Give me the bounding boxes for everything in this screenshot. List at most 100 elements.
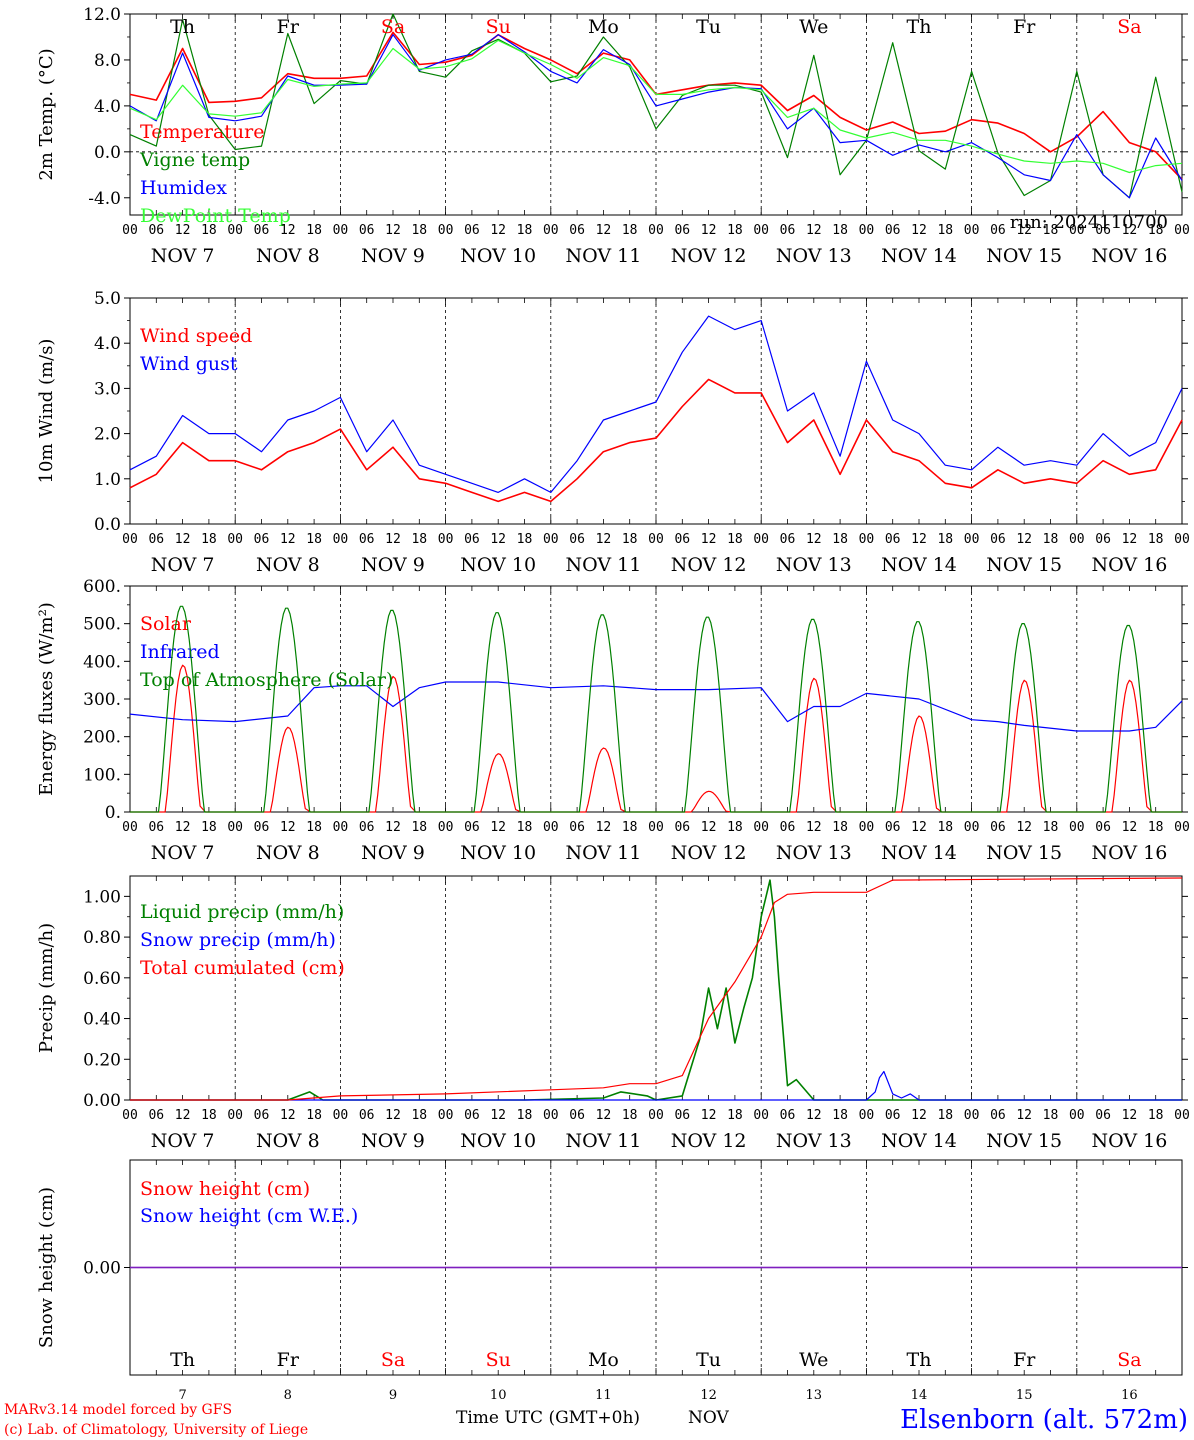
day-number-label: 12: [700, 1388, 717, 1403]
hour-label: 00: [648, 1108, 664, 1123]
hour-label: 00: [438, 532, 454, 547]
hour-label: 06: [780, 820, 796, 835]
hour-label: 18: [1043, 1108, 1059, 1123]
hour-label: 12: [806, 532, 822, 547]
hour-label: 06: [569, 532, 585, 547]
hour-label: 00: [859, 820, 875, 835]
date-label: NOV 8: [256, 842, 320, 864]
hour-label: 18: [306, 532, 322, 547]
hour-label: 00: [1069, 820, 1085, 835]
hour-label: 18: [832, 1108, 848, 1123]
date-label: NOV 7: [151, 842, 215, 864]
date-label: NOV 11: [565, 1130, 641, 1152]
hour-label: 12: [1016, 532, 1032, 547]
date-label: NOV 15: [986, 554, 1062, 576]
y-tick-label: 8.0: [94, 51, 121, 71]
hour-label: 12: [280, 820, 296, 835]
hour-label: 00: [122, 532, 138, 547]
weekday-label: Th: [170, 1349, 195, 1371]
day-number-label: 9: [389, 1388, 397, 1403]
hour-label: 12: [490, 223, 506, 238]
hour-label: 18: [937, 223, 953, 238]
y-tick-label: 0.80: [83, 928, 121, 948]
hour-label: 00: [122, 1108, 138, 1123]
hour-label: 00: [859, 1108, 875, 1123]
hour-label: 18: [1148, 223, 1164, 238]
hour-label: 18: [1148, 820, 1164, 835]
legend-entry: Wind speed: [140, 325, 252, 347]
hour-label: 06: [148, 532, 164, 547]
hour-label: 00: [859, 223, 875, 238]
legend-entry: Solar: [140, 613, 192, 635]
hour-label: 18: [937, 1108, 953, 1123]
day-number-label: 10: [490, 1388, 507, 1403]
hour-label: 12: [596, 223, 612, 238]
hour-label: 06: [359, 223, 375, 238]
hour-label: 00: [438, 223, 454, 238]
hour-label: 06: [569, 820, 585, 835]
y-tick-label: 0.0: [94, 143, 121, 163]
hour-label: 06: [569, 1108, 585, 1123]
date-label: NOV 15: [986, 245, 1062, 267]
hour-label: 18: [832, 820, 848, 835]
legend-entry: Liquid precip (mm/h): [140, 901, 344, 923]
date-label: NOV 14: [881, 842, 957, 864]
weekday-label: Fr: [277, 16, 300, 38]
panel-4: 0.00 0.20 0.40 0.60 0.80 1.00 Precip (mm/h) Liq…: [36, 875, 1190, 1152]
hour-label: 18: [201, 223, 217, 238]
hour-label: 18: [727, 532, 743, 547]
weekday-label: We: [799, 1349, 828, 1371]
hour-label: 12: [175, 223, 191, 238]
weekday-label: Sa: [381, 1349, 405, 1371]
hour-label: 18: [306, 223, 322, 238]
hour-label: 00: [1069, 532, 1085, 547]
y-tick-label: 0.: [105, 803, 121, 823]
y-tick-label: 5.0: [94, 289, 121, 309]
hour-label: 18: [622, 532, 638, 547]
hour-label: 06: [359, 1108, 375, 1123]
weekday-label: Sa: [381, 16, 405, 38]
date-label: NOV 9: [361, 842, 425, 864]
hour-label: 06: [990, 532, 1006, 547]
date-label: NOV 8: [256, 554, 320, 576]
y-tick-label: 0.00: [83, 1259, 121, 1279]
hour-label: 18: [832, 223, 848, 238]
series-line-top-of-atmosphere-solar-: [130, 605, 1182, 813]
hour-label: 18: [727, 820, 743, 835]
hour-label: 00: [753, 1108, 769, 1123]
hour-label: 06: [885, 223, 901, 238]
hour-label: 12: [701, 532, 717, 547]
date-label: NOV 11: [565, 245, 641, 267]
hour-label: 00: [1174, 820, 1190, 835]
day-number-label: 13: [806, 1388, 823, 1403]
y-axis-label: 2m Temp. (°C): [36, 48, 57, 180]
series-line-humidex: [129, 34, 1183, 199]
date-label: NOV 8: [256, 245, 320, 267]
legend-entry: DewPoint Temp: [140, 205, 291, 227]
hour-label: 12: [596, 820, 612, 835]
hour-label: 18: [201, 820, 217, 835]
date-label: NOV 10: [460, 245, 536, 267]
y-tick-label: 200.: [83, 728, 121, 748]
station-label: Elsenborn (alt. 572m): [900, 1405, 1188, 1435]
weekday-label: Mo: [588, 1349, 619, 1371]
hour-label: 12: [701, 223, 717, 238]
y-tick-label: 4.0: [94, 97, 121, 117]
hour-label: 00: [1069, 223, 1085, 238]
date-label: NOV 7: [151, 1130, 215, 1152]
hour-label: 06: [990, 1108, 1006, 1123]
hour-label: 06: [464, 1108, 480, 1123]
hour-label: 00: [753, 223, 769, 238]
hour-label: 12: [175, 532, 191, 547]
hour-label: 18: [517, 532, 533, 547]
date-label: NOV 16: [1091, 1130, 1167, 1152]
hour-label: 12: [1016, 1108, 1032, 1123]
hour-label: 00: [1174, 532, 1190, 547]
hour-label: 06: [254, 1108, 270, 1123]
day-number-label: 15: [1016, 1388, 1033, 1403]
hour-label: 12: [1122, 820, 1138, 835]
hour-label: 06: [674, 223, 690, 238]
panel-3: 0. 100. 200. 300. 400. 500. 600. Energy fluxes …: [36, 577, 1190, 864]
weekday-label: Tu: [696, 16, 721, 38]
y-axis-label: Snow height (cm): [36, 1187, 57, 1348]
